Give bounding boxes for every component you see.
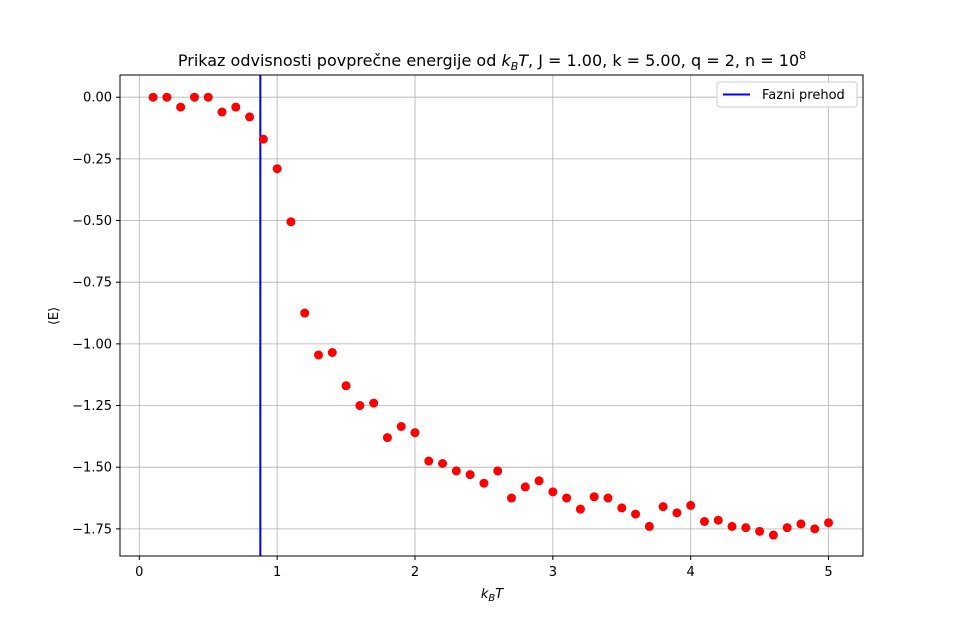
y-tick-label: −1.50 [72, 461, 112, 476]
data-point [617, 503, 627, 513]
data-point [396, 422, 406, 431]
title-prefix: Prikaz odvisnosti povprečne energije od [178, 51, 502, 70]
y-tick-label: −1.00 [72, 337, 112, 352]
data-point [355, 401, 365, 411]
data-point [382, 433, 392, 443]
data-point [534, 476, 544, 486]
data-point [520, 482, 530, 492]
data-point [424, 456, 434, 466]
y-tick-label: −0.50 [72, 214, 112, 229]
data-point [782, 523, 792, 533]
x-tick-label: 5 [824, 565, 832, 580]
y-tick-label: −0.25 [72, 152, 112, 167]
data-point [410, 428, 420, 438]
title-exponent: 8 [799, 49, 806, 62]
data-point [562, 493, 572, 503]
data-point [189, 92, 199, 102]
data-point [245, 112, 255, 122]
data-point [699, 516, 709, 526]
data-point [479, 478, 489, 488]
x-tick-label: 3 [549, 565, 557, 580]
data-point [314, 350, 324, 360]
title-k: k [501, 51, 511, 70]
data-point [327, 348, 337, 357]
data-point [286, 217, 296, 227]
plot-frame [119, 74, 864, 557]
data-point [148, 92, 158, 102]
data-point [575, 504, 585, 514]
data-point [493, 466, 503, 476]
data-point [465, 470, 475, 480]
data-point [451, 466, 461, 476]
legend-label: Fazni prehod [762, 88, 845, 103]
data-point [796, 519, 806, 529]
data-point [741, 523, 751, 533]
x-tick-label: 0 [135, 565, 143, 580]
data-point [369, 398, 379, 408]
x-tick-label: 2 [411, 565, 419, 580]
data-point [272, 164, 282, 174]
data-point [506, 493, 516, 503]
data-point [824, 518, 834, 528]
data-point [727, 521, 737, 531]
data-point [603, 493, 613, 503]
data-point [162, 92, 172, 102]
data-point [548, 487, 558, 497]
data-point [341, 381, 351, 391]
title-t: T [518, 51, 529, 70]
data-point [713, 515, 723, 525]
x-axis-label: kBT [481, 587, 504, 604]
scatter-points [148, 92, 834, 540]
data-point [258, 134, 268, 144]
y-tick-label: −0.75 [72, 276, 112, 291]
data-point [589, 492, 599, 502]
title-math: , J = 1.00, k = 5.00, q = 2, n = 10 [528, 51, 799, 70]
data-point [176, 102, 186, 112]
x-tick-label: 1 [273, 565, 281, 580]
data-point [658, 502, 668, 512]
x-axis: 0 1 2 3 4 5 [135, 556, 833, 580]
data-point [438, 459, 448, 468]
data-point [755, 526, 765, 536]
data-point [231, 102, 241, 112]
y-tick-label: 0.00 [83, 91, 112, 106]
data-point [631, 509, 641, 519]
data-point [203, 92, 213, 102]
legend-box [716, 81, 858, 108]
legend: Fazni prehod [716, 81, 858, 108]
data-point [810, 524, 820, 534]
grid-lines [120, 75, 863, 556]
data-point [672, 508, 682, 518]
data-point [768, 530, 778, 540]
chart-title: Prikaz odvisnosti povprečne energije od … [178, 49, 806, 73]
y-tick-label: −1.75 [72, 522, 112, 537]
title-sub-b: B [511, 60, 519, 73]
y-axis-label: ⟨E⟩ [47, 307, 62, 325]
data-point [686, 500, 696, 510]
x-tick-label: 4 [687, 565, 695, 580]
y-tick-label: −1.25 [72, 399, 112, 414]
data-point [300, 308, 310, 318]
data-point [217, 107, 227, 117]
y-axis: 0.00 −0.25 −0.50 −0.75 −1.00 −1.25 −1.50 −1.75 [72, 91, 120, 537]
data-point [644, 521, 654, 531]
